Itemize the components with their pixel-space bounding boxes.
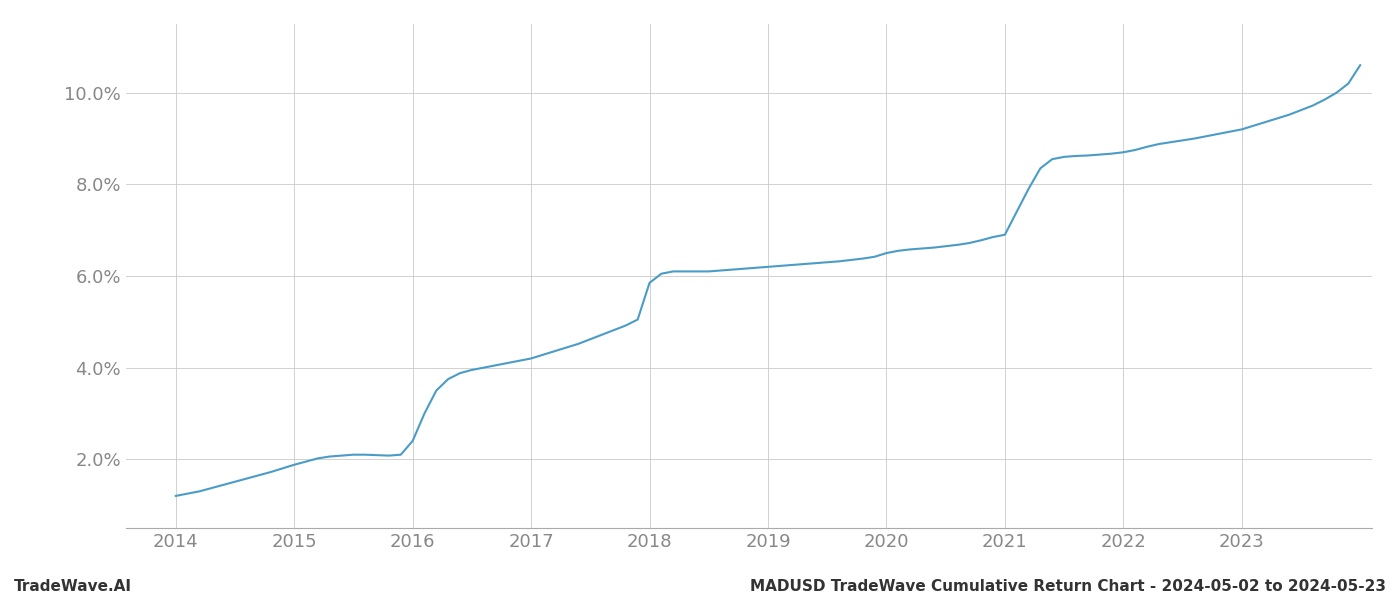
Text: TradeWave.AI: TradeWave.AI (14, 579, 132, 594)
Text: MADUSD TradeWave Cumulative Return Chart - 2024-05-02 to 2024-05-23: MADUSD TradeWave Cumulative Return Chart… (750, 579, 1386, 594)
